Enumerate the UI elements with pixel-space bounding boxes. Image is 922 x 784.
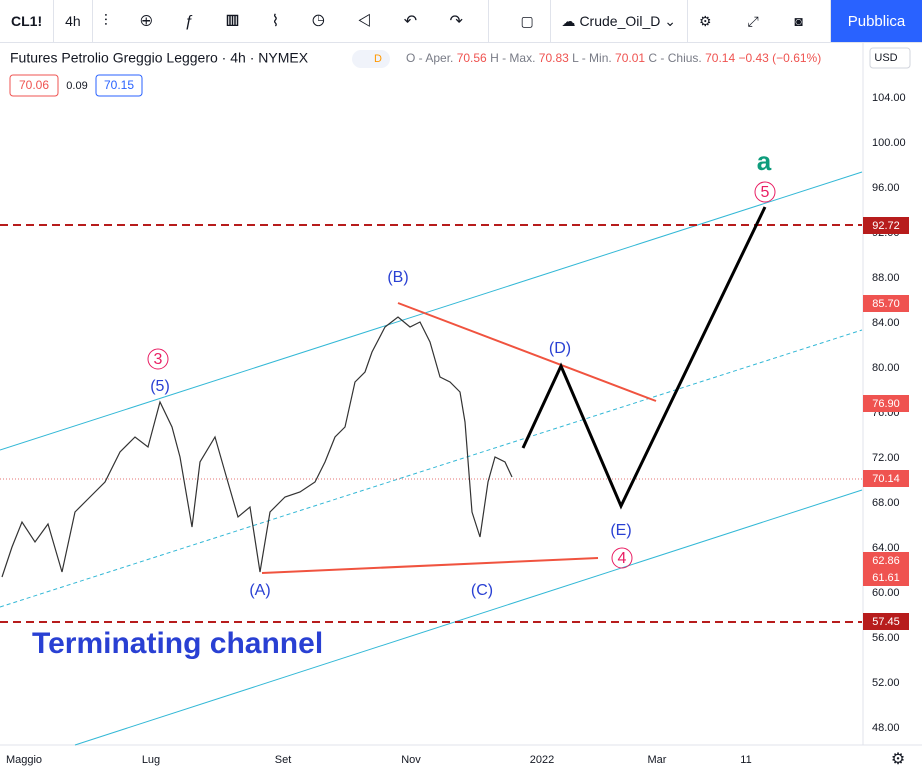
currency-box[interactable] — [869, 47, 911, 69]
price-candles — [1, 316, 513, 578]
time-tick: Lug — [142, 754, 160, 766]
time-tick: 11 — [740, 754, 751, 766]
channel-upper — [0, 171, 863, 451]
caption: Terminating channel — [32, 627, 323, 660]
badge: D — [374, 53, 382, 65]
price-tick: 96.00 — [872, 182, 900, 194]
ask: 70.15 — [104, 78, 134, 92]
time-tick: 2022 — [530, 754, 554, 766]
marker-bg — [863, 569, 909, 586]
marker-bg — [863, 395, 909, 412]
publish-button[interactable]: Pubblica — [831, 0, 922, 42]
price-tick: 60.00 — [872, 587, 900, 599]
marker-bg — [863, 613, 909, 630]
channel-lower — [74, 489, 863, 746]
price-tick: 64.00 — [872, 542, 900, 554]
marker: 62.86 — [872, 555, 900, 567]
layout[interactable]: ☁ Crude_Oil_D ⌄ — [551, 0, 688, 42]
price-tick: 88.00 — [872, 272, 900, 284]
wave-label: (A) — [249, 582, 270, 599]
symbol[interactable]: CL1! — [0, 0, 55, 42]
wave-label: (B) — [387, 269, 408, 286]
trendline — [397, 302, 657, 402]
legend: Futures Petrolio Greggio Leggero · 4h · … — [9, 47, 911, 97]
chart: 104.00100.0096.0092.0088.0084.0080.0076.… — [0, 42, 922, 768]
time-tick: Maggio — [6, 754, 42, 766]
wave-label: 5 — [761, 184, 770, 201]
tools[interactable]: ⫶ ⊕ ƒ ▥ ⌇ ◷ ◁ ↶ ↷ — [93, 0, 489, 42]
label: L - Min. — [572, 51, 612, 65]
price-tick: 52.00 — [872, 677, 900, 689]
toolbar: CL1! 4h ⫶ ⊕ ƒ ▥ ⌇ ◷ ◁ ↶ ↷ ▢ ☁ Crude_Oil_… — [0, 0, 922, 43]
price-tick: 72.00 — [872, 452, 900, 464]
wave-label: (5) — [150, 378, 170, 395]
marker: 61.61 — [872, 572, 900, 584]
price-tick: 80.00 — [872, 362, 900, 374]
legend-title: Futures Petrolio Greggio Leggero · 4h · … — [10, 50, 309, 66]
marker-bg — [863, 552, 909, 569]
markers: 92.72 85.70 76.90 70.14 62.86 61.61 57.4… — [863, 217, 909, 630]
marker: 76.90 — [872, 398, 900, 410]
settings-icon[interactable]: ⚙ — [891, 751, 905, 768]
price-axis: 104.00100.0096.0092.0088.0084.0080.0076.… — [872, 92, 906, 734]
marker: 92.72 — [872, 220, 900, 232]
value: 70.01 — [615, 51, 645, 65]
price-tick: 104.00 — [872, 92, 906, 104]
wave-label: (D) — [549, 340, 571, 357]
trendline — [261, 557, 599, 574]
price-tick: 100.00 — [872, 137, 906, 149]
label: O - Aper. — [406, 51, 453, 65]
ohlc: O - Aper. 70.56 H - Max. 70.83 L - Min. … — [406, 51, 821, 65]
annotations: 3 (5) (B) (D) (E) 4 (A) (C) 5 a Terminat… — [32, 146, 776, 660]
box — [9, 74, 59, 97]
marker: 85.70 — [872, 298, 900, 310]
circle — [611, 547, 633, 569]
value: 70.14 — [705, 51, 735, 65]
value: −0.43 (−0.61%) — [738, 51, 821, 65]
label: C - Chius. — [648, 51, 701, 65]
drawings — [0, 171, 863, 746]
wave-label: 3 — [154, 351, 163, 368]
label: H - Max. — [490, 51, 535, 65]
rect-tool[interactable]: ▢ — [510, 0, 551, 42]
bid: 70.06 — [19, 78, 49, 92]
time-tick: Mar — [648, 754, 667, 766]
wave-label: a — [757, 146, 772, 176]
currency: USD — [874, 52, 897, 64]
price-tick: 68.00 — [872, 497, 900, 509]
price-tick: 84.00 — [872, 317, 900, 329]
box — [95, 74, 143, 97]
wave-label: (E) — [610, 522, 631, 539]
layout-name: Crude_Oil_D — [579, 13, 661, 29]
interval[interactable]: 4h — [54, 0, 93, 42]
marker-bg — [863, 217, 909, 234]
marker-bg — [863, 470, 909, 487]
value: 70.56 — [457, 51, 487, 65]
time-tick: Set — [275, 754, 292, 766]
time-axis: Maggio Lug Set Nov 2022 Mar 11 — [6, 754, 752, 766]
spread: 0.09 — [66, 80, 87, 92]
marker: 57.45 — [872, 616, 900, 628]
badge-bg — [352, 50, 390, 68]
marker: 70.14 — [872, 473, 900, 485]
circle — [754, 181, 776, 203]
settings[interactable]: ⚙ ⤢ ◙ — [688, 0, 831, 42]
channel-mid — [0, 329, 863, 608]
value: 70.83 — [539, 51, 569, 65]
wave-label: 4 — [618, 550, 627, 567]
price-tick: 56.00 — [872, 632, 900, 644]
projection — [521, 206, 767, 510]
price-tick: 48.00 — [872, 722, 900, 734]
circle — [147, 348, 169, 370]
marker-bg — [863, 295, 909, 312]
wave-label: (C) — [471, 582, 493, 599]
time-tick: Nov — [401, 754, 421, 766]
